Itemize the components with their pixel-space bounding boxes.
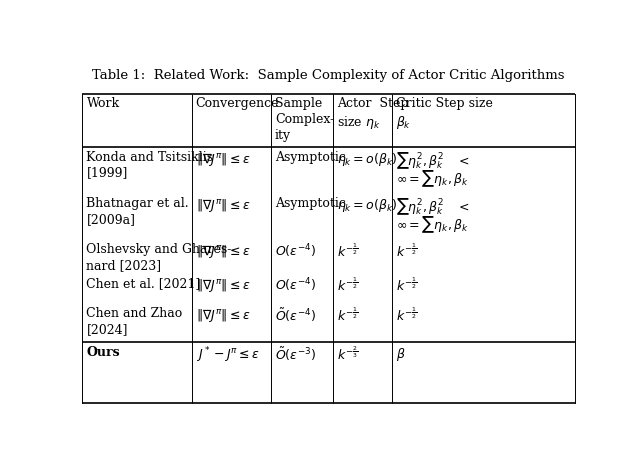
Text: $k^{-\frac{1}{2}}$: $k^{-\frac{1}{2}}$ <box>337 277 358 294</box>
Text: Critic Step size
$\beta_k$: Critic Step size $\beta_k$ <box>396 98 493 131</box>
Text: Convergence: Convergence <box>196 98 279 110</box>
Text: Actor  Step
size $\eta_k$: Actor Step size $\eta_k$ <box>337 98 408 131</box>
Text: $\tilde{O}(\epsilon^{-4})$: $\tilde{O}(\epsilon^{-4})$ <box>275 307 316 324</box>
Text: Asymptotic: Asymptotic <box>275 197 346 210</box>
Text: $O(\epsilon^{-4})$: $O(\epsilon^{-4})$ <box>275 277 316 294</box>
Text: $\|\nabla J^{\pi}\| \leq \epsilon$: $\|\nabla J^{\pi}\| \leq \epsilon$ <box>196 307 250 324</box>
Text: Bhatnagar et al.
[2009a]: Bhatnagar et al. [2009a] <box>86 197 189 226</box>
Text: Sample
Complex-
ity: Sample Complex- ity <box>275 98 334 142</box>
Text: $\eta_k = o(\beta_k)$: $\eta_k = o(\beta_k)$ <box>337 151 397 168</box>
Text: Table 1:  Related Work:  Sample Complexity of Actor Critic Algorithms: Table 1: Related Work: Sample Complexity… <box>92 69 564 82</box>
Text: $k^{-\frac{1}{2}}$: $k^{-\frac{1}{2}}$ <box>396 277 418 294</box>
Text: Chen and Zhao
[2024]: Chen and Zhao [2024] <box>86 307 182 336</box>
Text: $\|\nabla J^{\pi}\| \leq \epsilon$: $\|\nabla J^{\pi}\| \leq \epsilon$ <box>196 277 250 294</box>
Text: $\tilde{O}(\epsilon^{-3})$: $\tilde{O}(\epsilon^{-3})$ <box>275 346 316 363</box>
Text: $\sum \eta_k^2, \beta_k^2 \quad <$: $\sum \eta_k^2, \beta_k^2 \quad <$ <box>396 151 470 171</box>
Text: $J^* - J^{\pi} \leq \epsilon$: $J^* - J^{\pi} \leq \epsilon$ <box>196 346 259 365</box>
Text: $k^{-\frac{1}{2}}$: $k^{-\frac{1}{2}}$ <box>337 307 358 324</box>
Text: $\sum \eta_k^2, \beta_k^2 \quad <$: $\sum \eta_k^2, \beta_k^2 \quad <$ <box>396 197 470 217</box>
Text: $k^{-\frac{1}{2}}$: $k^{-\frac{1}{2}}$ <box>337 243 358 260</box>
Text: $k^{-\frac{1}{2}}$: $k^{-\frac{1}{2}}$ <box>396 243 418 260</box>
Text: $\|\nabla J^{\pi}\| \leq \epsilon$: $\|\nabla J^{\pi}\| \leq \epsilon$ <box>196 243 250 260</box>
Text: Ours: Ours <box>86 346 120 359</box>
Text: $\|\nabla J^{\pi}\| \leq \epsilon$: $\|\nabla J^{\pi}\| \leq \epsilon$ <box>196 151 250 168</box>
Text: $O(\epsilon^{-4})$: $O(\epsilon^{-4})$ <box>275 243 316 260</box>
Text: Work: Work <box>86 98 120 110</box>
Text: $\infty = \sum \eta_k, \beta_k$: $\infty = \sum \eta_k, \beta_k$ <box>396 168 469 189</box>
Text: Konda and Tsitsiklis
[1999]: Konda and Tsitsiklis [1999] <box>86 151 214 180</box>
Text: Asymptotic: Asymptotic <box>275 151 346 163</box>
Text: $k^{-\frac{2}{3}}$: $k^{-\frac{2}{3}}$ <box>337 346 358 363</box>
Text: $k^{-\frac{1}{2}}$: $k^{-\frac{1}{2}}$ <box>396 307 418 324</box>
Text: Chen et al. [2021]: Chen et al. [2021] <box>86 277 201 290</box>
Text: $\|\nabla J^{\pi}\| \leq \epsilon$: $\|\nabla J^{\pi}\| \leq \epsilon$ <box>196 197 250 213</box>
Text: $\eta_k = o(\beta_k)$: $\eta_k = o(\beta_k)$ <box>337 197 397 213</box>
Text: $\beta$: $\beta$ <box>396 346 406 362</box>
Text: Olshevsky and Ghares-
nard [2023]: Olshevsky and Ghares- nard [2023] <box>86 243 232 272</box>
Text: $\infty = \sum \eta_k, \beta_k$: $\infty = \sum \eta_k, \beta_k$ <box>396 214 469 234</box>
